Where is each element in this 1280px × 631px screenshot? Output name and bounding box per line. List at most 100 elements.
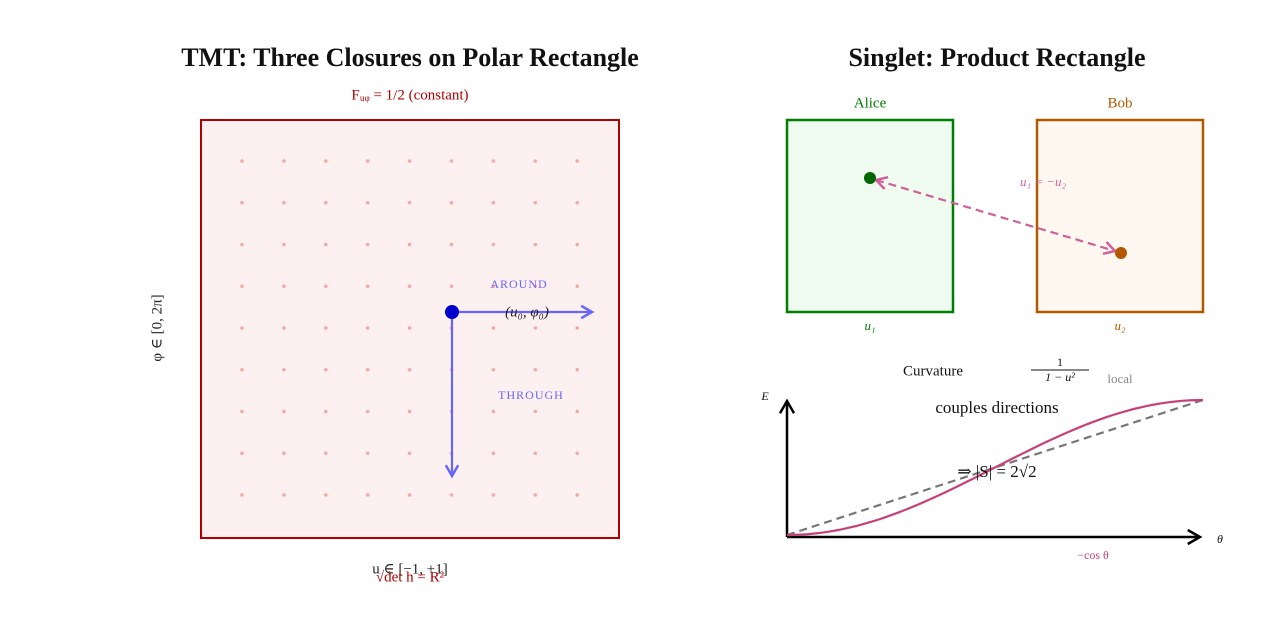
grid-dot bbox=[449, 284, 454, 289]
grid-dot bbox=[575, 200, 579, 205]
grid-dot bbox=[533, 242, 538, 247]
cos-curve bbox=[786, 398, 1204, 537]
grid-dot bbox=[407, 367, 412, 372]
grid-dot bbox=[575, 242, 579, 247]
grid-dot bbox=[240, 159, 244, 163]
grid-dot bbox=[365, 493, 370, 497]
curve-label: −cos θ bbox=[1077, 548, 1109, 562]
grid-dot bbox=[533, 159, 538, 163]
y-axis-label: φ ∈ [0, 2π] bbox=[149, 294, 165, 361]
det-label: √det h = R² bbox=[376, 569, 445, 585]
grid-dot bbox=[407, 200, 412, 205]
grid-dot bbox=[365, 409, 370, 414]
linear-reference bbox=[786, 398, 1204, 537]
through-label: THROUGH bbox=[498, 388, 564, 402]
x-axis-label: u ∈ [−1, +1] bbox=[372, 561, 448, 577]
alice-rectangle bbox=[785, 118, 955, 314]
grid-dot bbox=[449, 200, 454, 205]
grid-dot bbox=[491, 284, 496, 289]
grid-dot bbox=[575, 326, 579, 330]
alice-point bbox=[864, 172, 876, 184]
grid-dot bbox=[575, 409, 579, 414]
grid-dot bbox=[449, 493, 454, 497]
grid-dot bbox=[407, 159, 412, 163]
grid-dot bbox=[575, 284, 579, 289]
grid-dot bbox=[324, 200, 328, 205]
grid-dot bbox=[240, 242, 244, 247]
grid-dot bbox=[407, 493, 412, 497]
grid-dot bbox=[491, 326, 496, 330]
base-point bbox=[445, 305, 459, 319]
bob-label: Bob bbox=[1107, 95, 1132, 111]
grid-dot bbox=[282, 493, 286, 497]
bob-coord: u₂ bbox=[1114, 318, 1126, 333]
grid-dot bbox=[533, 326, 538, 330]
grid-dot bbox=[491, 493, 496, 497]
grid-dot bbox=[449, 242, 454, 247]
grid-dot bbox=[282, 284, 286, 289]
grid-dot bbox=[407, 242, 412, 247]
grid-dot bbox=[365, 367, 370, 372]
bob-rectangle bbox=[1035, 118, 1205, 314]
left-title: TMT: Three Closures on Polar Rectangle bbox=[181, 43, 639, 72]
grid-dot bbox=[491, 451, 496, 456]
grid-dot bbox=[491, 200, 496, 205]
right-title: Singlet: Product Rectangle bbox=[848, 43, 1145, 72]
curvature-suffix: local bbox=[1107, 371, 1133, 386]
around-label: AROUND bbox=[490, 277, 547, 291]
grid-dot bbox=[240, 493, 244, 497]
grid-dot bbox=[324, 409, 328, 414]
couples-text: couples directions bbox=[935, 398, 1058, 417]
grid-dot bbox=[365, 242, 370, 247]
grid-dot bbox=[240, 200, 244, 205]
field-label: Fᵤᵩ = 1/2 (constant) bbox=[351, 87, 468, 103]
grid-dot bbox=[491, 367, 496, 372]
grid-dot bbox=[240, 451, 244, 456]
angle-axis-label: θ bbox=[1217, 532, 1223, 546]
bob-point bbox=[1115, 247, 1127, 259]
point-label: (u₀, φ₀) bbox=[505, 304, 549, 320]
grid-dot bbox=[533, 451, 538, 456]
grid-dot bbox=[449, 159, 454, 163]
dot-grid bbox=[240, 159, 579, 497]
grid-dot bbox=[533, 367, 538, 372]
curvature-text: Curvature bbox=[903, 363, 963, 379]
grid-dot bbox=[575, 367, 579, 372]
grid-dot bbox=[575, 159, 579, 163]
grid-dot bbox=[240, 326, 244, 330]
grid-dot bbox=[324, 284, 328, 289]
grid-dot bbox=[324, 159, 328, 163]
grid-dot bbox=[533, 409, 538, 414]
grid-dot bbox=[533, 493, 538, 497]
grid-dot bbox=[282, 200, 286, 205]
grid-dot bbox=[407, 284, 412, 289]
grid-dot bbox=[282, 159, 286, 163]
grid-dot bbox=[240, 367, 244, 372]
grid-dot bbox=[533, 284, 538, 289]
energy-axis-label: E bbox=[760, 389, 769, 403]
curvature-numerator: 1 bbox=[1057, 355, 1063, 369]
grid-dot bbox=[282, 367, 286, 372]
grid-dot bbox=[282, 242, 286, 247]
grid-dot bbox=[282, 451, 286, 456]
grid-dot bbox=[365, 451, 370, 456]
grid-dot bbox=[324, 493, 328, 497]
grid-dot bbox=[324, 326, 328, 330]
grid-dot bbox=[324, 451, 328, 456]
grid-dot bbox=[282, 409, 286, 414]
grid-dot bbox=[491, 242, 496, 247]
grid-dot bbox=[533, 200, 538, 205]
grid-dot bbox=[575, 451, 579, 456]
grid-dot bbox=[240, 284, 244, 289]
grid-dot bbox=[407, 409, 412, 414]
alice-label: Alice bbox=[854, 95, 887, 111]
grid-dot bbox=[365, 200, 370, 205]
grid-dot bbox=[407, 451, 412, 456]
grid-dot bbox=[491, 409, 496, 414]
curvature-denominator: 1 − u² bbox=[1045, 370, 1075, 384]
grid-dot bbox=[365, 159, 370, 163]
alice-coord: u₁ bbox=[864, 318, 875, 333]
grid-dot bbox=[324, 242, 328, 247]
